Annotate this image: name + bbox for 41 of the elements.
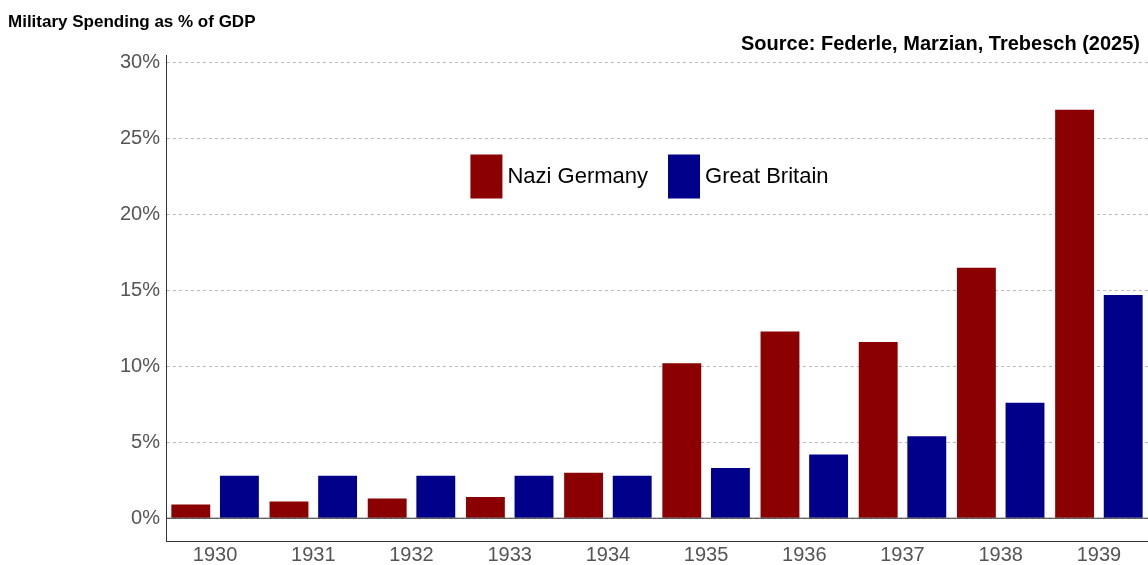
source-note: Source: Federle, Marzian, Trebesch (2025) <box>740 31 1140 54</box>
bar <box>760 331 800 518</box>
bar <box>1055 109 1095 518</box>
y-tick-label: 10% <box>119 353 161 376</box>
y-tick-label: 0% <box>131 505 161 528</box>
y-tick-label: 25% <box>119 126 161 149</box>
bar <box>564 472 604 518</box>
bar <box>367 498 407 518</box>
bar <box>1005 402 1045 518</box>
bar <box>612 475 652 518</box>
bar <box>416 475 456 518</box>
bar <box>907 436 947 518</box>
y-tick-label: 5% <box>131 429 161 452</box>
bar <box>809 454 849 518</box>
bar <box>219 475 259 518</box>
y-tick-label: 20% <box>119 201 161 224</box>
y-tick-label: 15% <box>119 277 161 300</box>
bar <box>465 496 505 518</box>
x-tick-label: 1936 <box>782 542 827 565</box>
y-tick-label: 30% <box>119 50 161 73</box>
x-tick-label: 1930 <box>192 542 238 565</box>
x-tick-label: 1931 <box>291 542 336 565</box>
x-tick-label: 1934 <box>585 542 631 565</box>
x-tick-label: 1937 <box>880 542 925 565</box>
y-axis-title: Military Spending as % of GDP <box>8 11 256 31</box>
bar <box>710 468 750 518</box>
bar <box>514 475 554 518</box>
bar <box>858 342 898 518</box>
bar <box>269 501 309 518</box>
x-tick-label: 1933 <box>487 542 532 565</box>
bar <box>171 504 211 518</box>
x-tick-label: 1935 <box>683 542 729 565</box>
bar <box>1103 294 1143 518</box>
legend-label: Great Britain <box>705 162 829 188</box>
bar <box>318 475 358 518</box>
legend-label: Nazi Germany <box>507 162 649 188</box>
bar <box>662 363 702 518</box>
x-tick-label: 1932 <box>389 542 434 565</box>
x-tick-label: 1939 <box>1076 542 1122 565</box>
x-tick-label: 1938 <box>978 542 1023 565</box>
bar <box>956 267 996 518</box>
